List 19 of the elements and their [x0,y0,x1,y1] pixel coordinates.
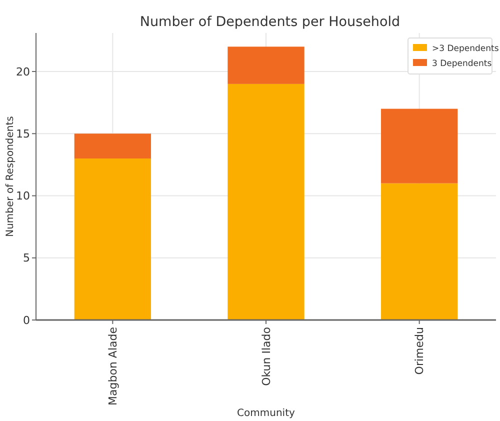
bar [381,108,458,184]
bar [74,158,151,320]
x-axis-title: Community [237,408,296,419]
y-tick-label: 10 [16,190,30,203]
bar [381,183,458,320]
bar [228,46,304,84]
y-axis-title: Number of Respondents [5,116,16,237]
x-tick-label: Orimedu [413,327,426,375]
legend-label: 3 Dependents [432,58,492,69]
x-tick-label: Okun Ilado [260,326,273,386]
bar [228,84,304,320]
y-tick-label: 5 [23,252,30,265]
x-tick-label: Magbon Alade [106,326,120,406]
y-tick-label: 15 [16,127,30,140]
y-tick-label: 20 [16,65,30,78]
y-tick-label: 0 [23,314,30,327]
legend-label: >3 Dependents [432,44,500,54]
bar [74,134,151,158]
chart-title: Number of Dependents per Household [140,14,400,30]
